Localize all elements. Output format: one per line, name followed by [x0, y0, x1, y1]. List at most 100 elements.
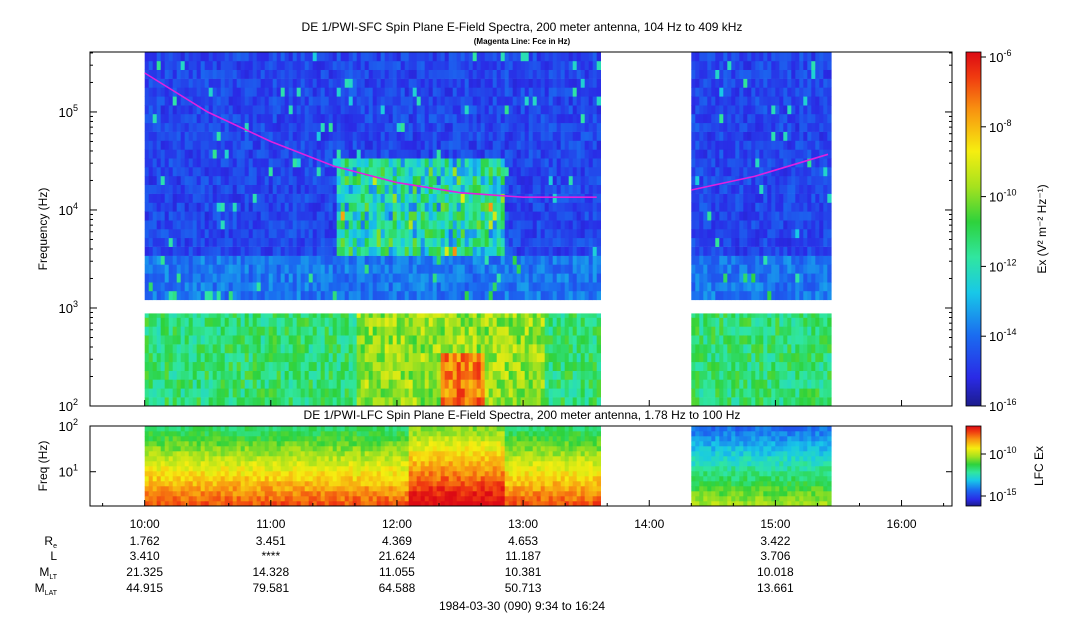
spectrogram-cell [496, 60, 501, 70]
spectrogram-cell [148, 273, 153, 283]
spectrogram-cell [156, 122, 161, 132]
spectrogram-cell [328, 131, 333, 141]
spectrogram-cell [524, 229, 529, 239]
spectrogram-cell [324, 290, 329, 301]
spectrogram-cell [496, 69, 501, 79]
spectrogram-cell [284, 326, 289, 336]
spectrogram-cell [176, 149, 181, 159]
spectrogram-cell [316, 344, 321, 354]
spectrogram-cell [584, 131, 589, 141]
spectrogram-cell [484, 52, 489, 62]
spectrogram-cell [568, 379, 573, 389]
spectrogram-cell [412, 149, 417, 159]
spectrogram-cell [248, 290, 253, 301]
spectrogram-cell [188, 352, 193, 363]
spectrogram-cell [464, 193, 469, 203]
spectrogram-cell [176, 255, 181, 265]
spectrogram-cell [364, 149, 369, 159]
spectrogram-cell [260, 140, 265, 150]
spectrogram-cell [552, 344, 557, 354]
spectrogram-cell [592, 246, 597, 256]
spectrogram-cell [512, 255, 517, 265]
spectrogram-cell [348, 326, 353, 336]
spectrogram-cell [304, 78, 309, 88]
spectrogram-cell [248, 397, 253, 407]
spectrogram-cell [476, 344, 481, 354]
spectrogram-cell [416, 335, 421, 345]
spectrogram-cell [699, 273, 704, 283]
spectrogram-cell [340, 344, 345, 354]
spectrogram-cell [360, 237, 365, 247]
spectrogram-cell [296, 282, 301, 292]
spectrogram-cell [743, 140, 748, 150]
spectrogram-cell [308, 273, 313, 283]
spectrogram-cell [432, 149, 437, 159]
spectrogram-cell [196, 167, 201, 177]
spectrogram-cell [576, 87, 581, 97]
spectrogram-cell [528, 52, 533, 62]
spectrogram-cell [364, 255, 369, 265]
spectrogram-cell [268, 229, 273, 239]
spectrogram-cell [376, 167, 381, 177]
spectrogram-cell [731, 113, 736, 124]
spectrogram-cell [172, 113, 177, 124]
spectrogram-cell [244, 237, 249, 247]
spectrogram-cell [388, 370, 393, 380]
spectrogram-cell [276, 193, 281, 203]
spectrogram-cell [416, 52, 421, 62]
spectrogram-cell [288, 370, 293, 380]
spectrogram-cell [548, 317, 553, 327]
spectrogram-cell [248, 60, 253, 70]
spectrogram-cell [440, 202, 445, 212]
spectrogram-cell [711, 273, 716, 283]
spectrogram-cell [460, 264, 465, 274]
spectrogram-cell [196, 69, 201, 79]
spectrogram-cell [232, 326, 237, 336]
spectrogram-cell [368, 175, 373, 185]
spectrogram-cell [464, 131, 469, 141]
spectrogram-cell [160, 264, 165, 274]
spectrogram-cell [516, 352, 521, 363]
spectrogram-cell [484, 352, 489, 363]
spectrogram-cell [552, 273, 557, 283]
spectrogram-cell [144, 78, 149, 88]
spectrogram-cell [188, 60, 193, 70]
spectrogram-cell [244, 264, 249, 274]
spectrogram-cell [236, 193, 241, 203]
spectrogram-cell [380, 149, 385, 159]
spectrogram-cell [396, 184, 401, 194]
spectrogram-cell [532, 158, 537, 168]
spectrogram-cell [576, 52, 581, 62]
spectrogram-cell [232, 87, 237, 97]
spectrogram-cell [216, 290, 221, 301]
spectrogram-cell [588, 122, 593, 132]
spectrogram-cell [472, 184, 477, 194]
spectrogram-cell [188, 273, 193, 283]
spectrogram-cell [432, 211, 437, 221]
spectrogram-cell [408, 184, 413, 194]
spectrogram-cell [699, 388, 704, 398]
spectrogram-cell [452, 184, 457, 194]
spectrogram-cell [224, 229, 229, 239]
spectrogram-cell [735, 335, 740, 345]
spectrogram-cell [256, 352, 261, 363]
spectrogram-cell [168, 158, 173, 168]
spectrogram-cell [228, 237, 233, 247]
spectrogram-cell [144, 167, 149, 177]
spectrogram-cell [252, 317, 257, 327]
spectrogram-cell [348, 273, 353, 283]
spectrogram-cell [508, 105, 513, 115]
spectrogram-cell [288, 105, 293, 115]
spectrogram-cell [396, 175, 401, 185]
spectrogram-cell [376, 397, 381, 407]
spectrogram-cell [388, 264, 393, 274]
spectrogram-cell [448, 352, 453, 363]
spectrogram-cell [196, 193, 201, 203]
spectrogram-cell [528, 105, 533, 115]
spectrogram-cell [216, 78, 221, 88]
spectrogram-cell [560, 282, 565, 292]
spectrogram-cell [695, 264, 700, 274]
spectrogram-cell [695, 87, 700, 97]
spectrogram-cell [392, 202, 397, 212]
spectrogram-cell [715, 149, 720, 159]
